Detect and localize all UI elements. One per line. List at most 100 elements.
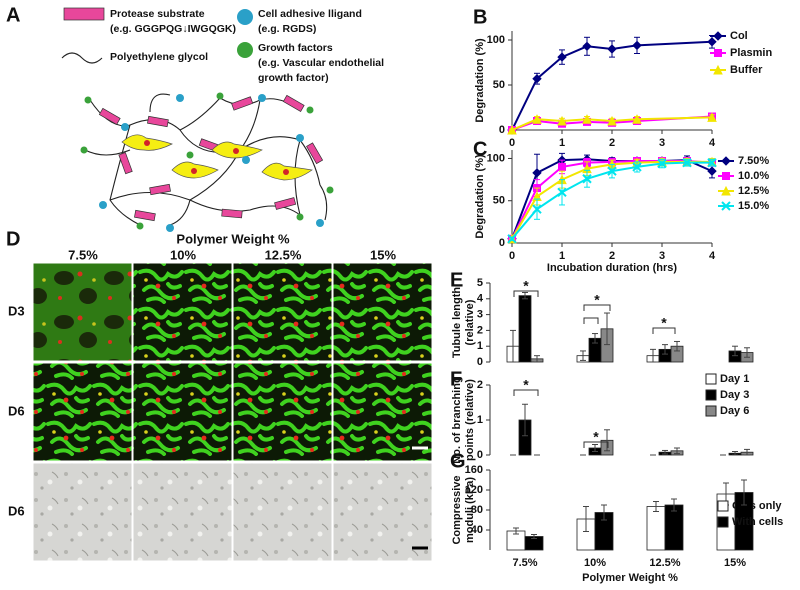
x-tick-label: 0 [509,250,515,262]
error-bar [671,498,677,512]
micrograph [232,462,333,562]
bar [518,295,532,363]
marker [582,41,592,52]
x-tick-label: 3 [659,137,665,149]
significance-mark: * [594,292,600,308]
error-bar [531,534,537,539]
y-tick-label: 3 [477,309,483,321]
y-tick-label: 100 [487,34,505,46]
marker [582,114,592,124]
legend-label: Day 6 [720,405,749,417]
image-grid-title: Polymer Weight % [176,231,290,246]
significance-bracket [513,389,539,396]
significance-bracket [583,317,599,324]
marker [722,172,730,180]
y-tick-label: 0 [499,237,505,249]
error-bar [604,312,610,346]
x-tick-label: 0 [509,137,515,149]
legend-swatch [717,516,729,528]
marker [707,166,717,176]
error-bar [653,501,659,512]
error-bar [732,345,738,357]
error-bar [744,347,750,358]
error-bar [592,333,598,344]
marker [532,204,542,214]
legend-label: Day 1 [720,373,749,385]
marker [721,185,731,196]
y-tick-label: 120 [465,484,483,496]
column-label: 15% [370,247,396,262]
y-tick-label: 50 [493,79,505,91]
panel-label: E [450,269,463,291]
marker [607,115,617,126]
error-bar [650,348,656,363]
error-bar [580,350,586,361]
significance-bracket [652,327,676,334]
hydrogel-network [80,92,334,232]
legend-swatch [705,405,717,417]
panel-label: F [450,368,462,390]
y-tick-label: 4 [477,293,484,305]
y-axis-label: Tubule length [451,287,463,359]
marker [713,64,723,75]
y-tick-label: 0 [477,356,483,368]
marker [707,37,717,47]
legend-swatch [705,373,717,385]
growth-icon [237,42,253,58]
y-axis-label: No. of branching [451,376,463,463]
error-bar [674,447,680,455]
micrograph [132,362,233,462]
bar [664,504,684,551]
legend-label: 7.50% [738,155,769,167]
panel-label: D [6,228,20,250]
x-tick-label: 12.5% [649,557,680,569]
row-label: D3 [8,303,25,318]
substrate-icon [63,7,105,21]
row-label: D6 [8,403,25,418]
marker [532,73,542,84]
panel-label: A [6,4,20,26]
legend-label: Day 3 [720,389,749,401]
error-bar [604,429,610,452]
significance-mark: * [523,278,529,294]
legend-label: 10.0% [738,170,769,182]
micrograph [32,462,133,562]
legend-label: Col [730,30,748,42]
x-tick-label: 4 [709,137,716,149]
micrograph [332,462,433,562]
column-label: 10% [170,247,196,262]
x-tick-label: 1 [559,137,565,149]
marker [632,114,642,124]
legend-swatch [717,500,729,512]
error-bar [592,444,598,452]
error-bar [510,329,516,363]
column-label: 12.5% [265,247,302,262]
marker [532,114,542,124]
y-tick-label: 0 [477,449,483,461]
micrograph [132,262,233,362]
x-tick-label: 15% [724,557,746,569]
error-bar [744,448,750,456]
y-tick-label: 5 [477,277,483,289]
marker [532,168,542,178]
marker [721,201,731,211]
error-bar [583,506,589,532]
micrograph [232,362,333,462]
marker [557,52,567,62]
x-tick-label: 1 [559,250,565,262]
marker [714,49,722,57]
marker [607,166,617,176]
error-bar [662,449,668,455]
significance-mark: * [593,429,599,445]
error-bar [741,479,747,506]
x-tick-label: 2 [609,137,615,149]
marker [557,115,567,126]
marker [657,158,667,169]
image-grid: 7.5% 10% 12.5% 15% D3 D6 D6 [8,247,433,562]
legend-text: Protease substrate [110,8,205,20]
marker [707,112,717,122]
panel-label: B [473,6,487,28]
ligand-icon [237,9,253,25]
marker [707,157,717,168]
